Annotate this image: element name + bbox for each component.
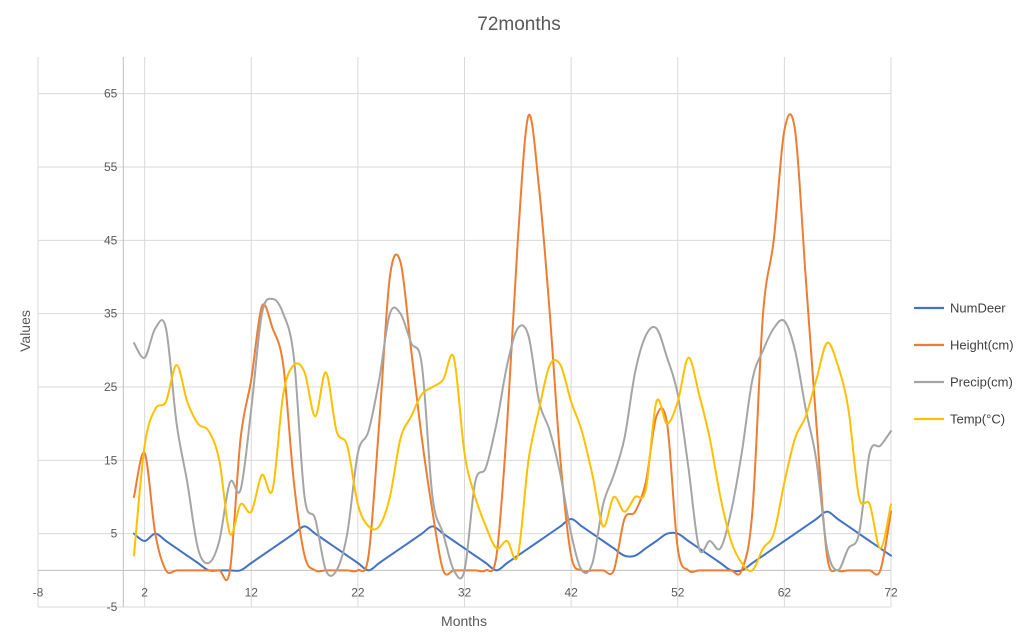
y-tick-label: 5 bbox=[111, 527, 118, 541]
x-tick-label: 52 bbox=[671, 585, 685, 599]
series-line-height-cm bbox=[132, 113, 892, 581]
x-tick-label: 32 bbox=[458, 585, 472, 599]
y-tick-label: 35 bbox=[104, 307, 118, 321]
y-tick-label: 25 bbox=[104, 380, 118, 394]
legend-label-height-cm: Height(cm) bbox=[950, 338, 1014, 353]
x-tick-label: 22 bbox=[351, 585, 365, 599]
x-tick-label: 42 bbox=[564, 585, 578, 599]
gridlines bbox=[37, 57, 892, 608]
y-tick-label: 15 bbox=[104, 453, 118, 467]
legend-label-precip-cm: Precip(cm) bbox=[950, 375, 1013, 390]
x-tick-label: 62 bbox=[778, 585, 792, 599]
x-tick-label: 72 bbox=[884, 585, 898, 599]
series-line-precip-cm bbox=[132, 297, 892, 580]
y-tick-label: 45 bbox=[104, 233, 118, 247]
x-tick-label: 12 bbox=[245, 585, 259, 599]
chart-title: 72months bbox=[477, 14, 560, 35]
y-tick-label: 55 bbox=[104, 160, 118, 174]
x-tick-label: -8 bbox=[33, 585, 44, 599]
series-group bbox=[132, 113, 892, 581]
x-axis-title: Months bbox=[441, 613, 487, 629]
y-tick-label: -5 bbox=[107, 600, 118, 614]
tick-labels: -8 2 12 22 32 42 52 62 72 -5 5 15 25 35 45 55 65 bbox=[33, 87, 898, 614]
y-tick-label: 65 bbox=[104, 87, 118, 101]
series-line-temp-c bbox=[132, 341, 892, 572]
y-axis-title: Values bbox=[17, 310, 33, 352]
series-line-numdeer bbox=[132, 510, 892, 573]
legend-label-temp-c: Temp(°C) bbox=[950, 412, 1005, 427]
legend: NumDeer Height(cm) Precip(cm) Temp(°C) bbox=[914, 301, 1014, 427]
x-tick-label: 2 bbox=[141, 585, 148, 599]
legend-label-numdeer: NumDeer bbox=[950, 301, 1006, 316]
